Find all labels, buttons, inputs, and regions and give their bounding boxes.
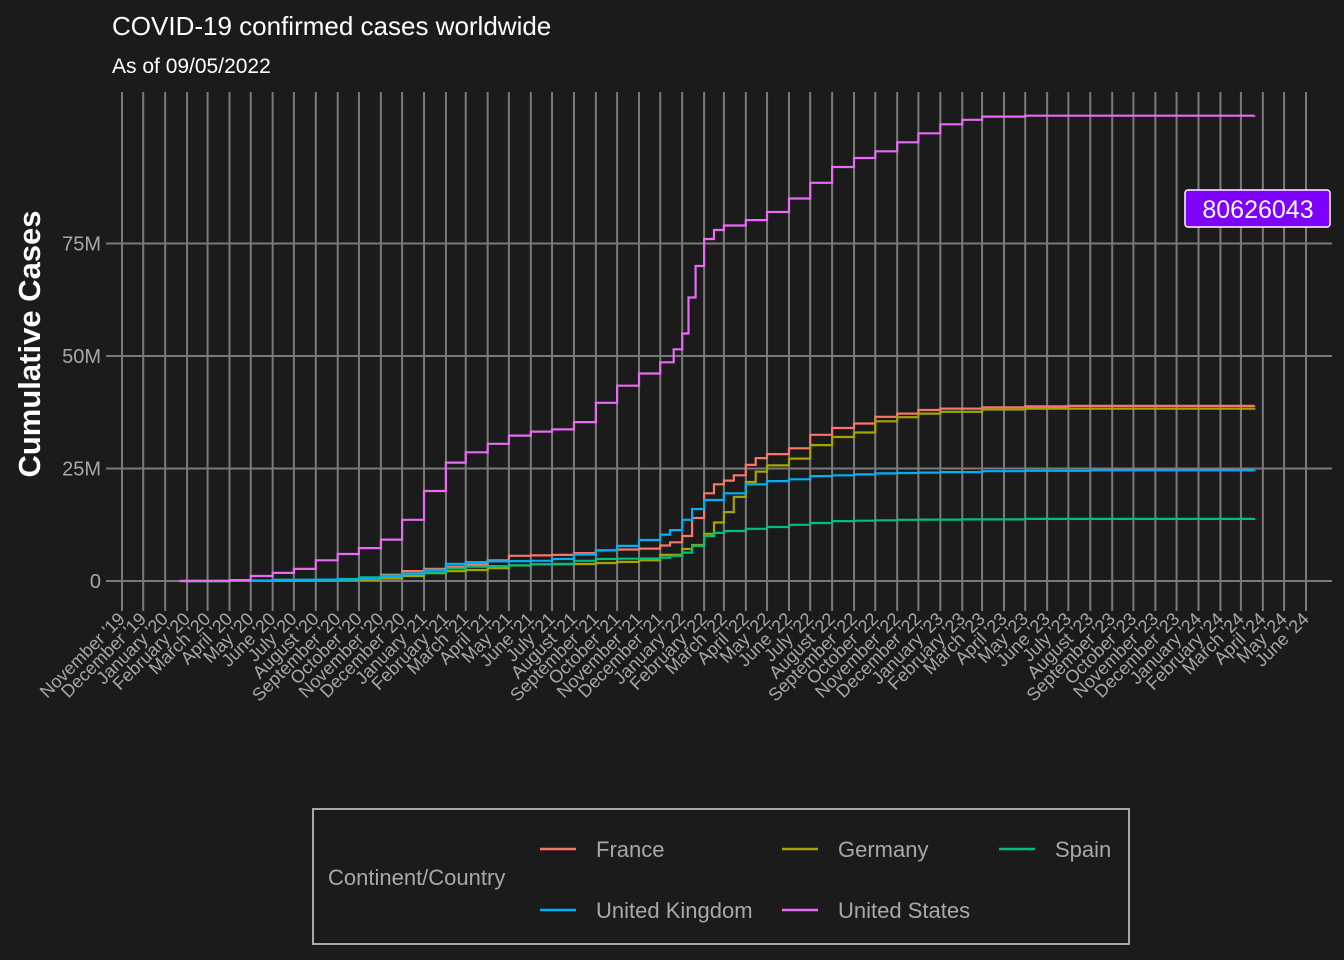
y-axis-ticks: 0 25M 50M 75M [62, 234, 112, 593]
y-tick-label: 25M [62, 459, 101, 481]
series-lines [179, 114, 1256, 583]
y-axis-label: Cumulative Cases [12, 210, 47, 477]
legend-label: Germany [838, 837, 928, 862]
annotation-label: 80626043 [1184, 189, 1331, 228]
y-tick-label: 0 [90, 571, 101, 593]
legend-label: France [596, 837, 664, 862]
legend-box [312, 808, 1130, 945]
annotation-text: 80626043 [1202, 196, 1313, 224]
legend-item: Spain [999, 837, 1111, 862]
y-tick-label: 50M [62, 346, 101, 368]
legend-item: Germany [782, 837, 928, 862]
grid-lines [112, 92, 1332, 605]
legend-label: United States [838, 898, 970, 923]
y-tick-label: 75M [62, 234, 101, 256]
legend: Continent/Country France Germany Spain Unit… [312, 808, 1130, 945]
legend-item: France [540, 837, 664, 862]
chart-title: COVID-19 confirmed cases worldwide [112, 11, 551, 41]
legend-title: Continent/Country [328, 865, 505, 890]
series-line-spain [187, 517, 1256, 583]
chart-subtitle: As of 09/05/2022 [112, 55, 271, 78]
series-line-united-kingdom [186, 469, 1256, 583]
legend-label: United Kingdom [596, 898, 753, 923]
series-line-united-states [179, 114, 1256, 583]
annotation-box [1184, 189, 1331, 228]
legend-item: United Kingdom [540, 898, 753, 923]
legend-item: United States [782, 898, 970, 923]
legend-label: Spain [1055, 837, 1111, 862]
